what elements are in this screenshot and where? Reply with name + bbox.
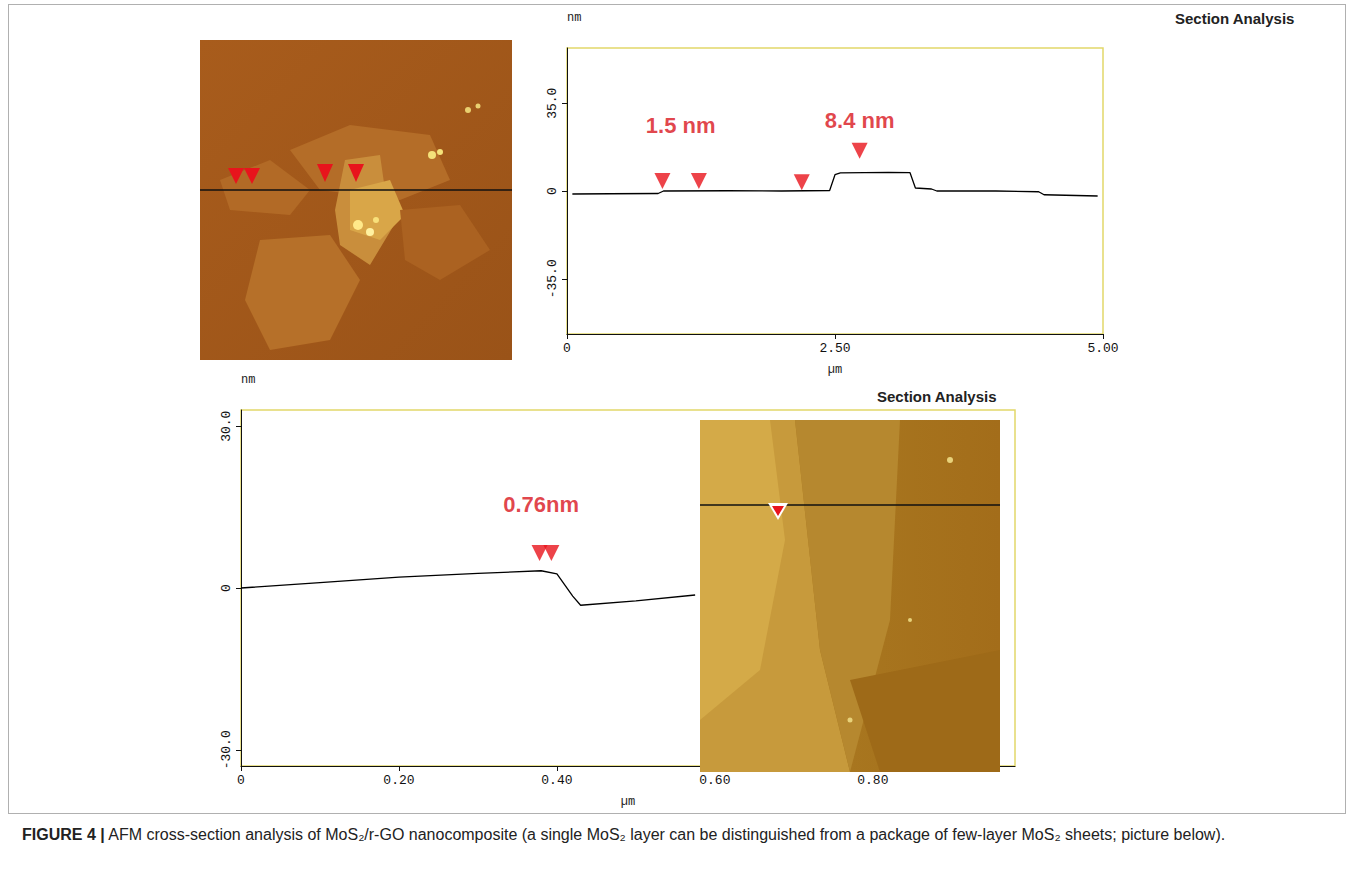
svg-text:8.4 nm: 8.4 nm [825,108,895,133]
svg-text:0: 0 [237,773,245,788]
svg-text:nm: nm [241,373,255,387]
svg-text:µm: µm [828,363,842,377]
svg-text:0: 0 [563,341,571,356]
svg-text:0.20: 0.20 [383,773,414,788]
svg-text:nm: nm [567,11,581,25]
html-text:FIGURE 4 | AFM cross-section a: FIGURE 4 | AFM cross-section analysis of… [22,826,1226,843]
svg-text:0: 0 [219,584,234,592]
svg-text:30.0: 30.0 [219,411,234,442]
svg-text:Section Analysis: Section Analysis [877,388,997,405]
svg-text:0.76nm: 0.76nm [503,492,579,517]
svg-text:0.60: 0.60 [699,773,730,788]
svg-text:5.00: 5.00 [1087,341,1118,356]
svg-text:1.5 nm: 1.5 nm [646,113,716,138]
svg-text:0.40: 0.40 [541,773,572,788]
svg-text:0: 0 [545,187,560,195]
svg-text:0.80: 0.80 [857,773,888,788]
svg-text:35.0: 35.0 [545,88,560,119]
svg-text:2.50: 2.50 [819,341,850,356]
svg-text:µm: µm [621,795,635,809]
svg-text:Section Analysis: Section Analysis [1175,10,1295,27]
svg-text:-35.0: -35.0 [545,259,560,298]
svg-text:-30.0: -30.0 [219,730,234,769]
